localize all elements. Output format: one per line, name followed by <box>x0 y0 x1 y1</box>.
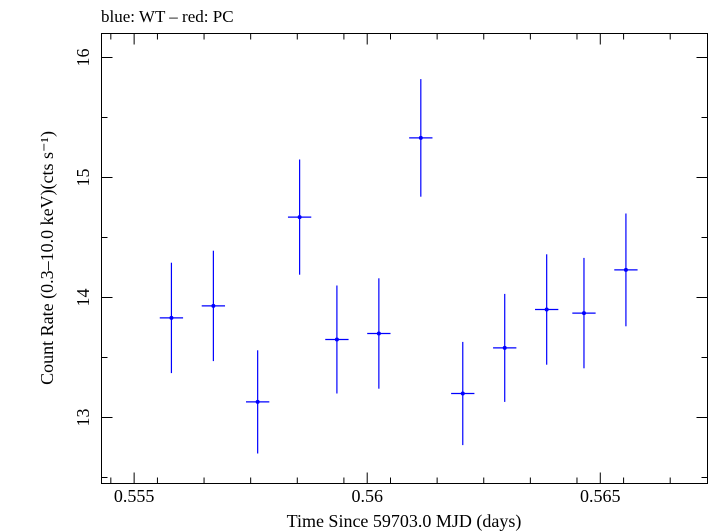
axis-tick-labels: 0.555 0.56 0.565 13 14 15 16 <box>73 49 621 507</box>
plot-frame <box>101 33 708 484</box>
data-point <box>246 350 270 454</box>
data-marker <box>169 315 174 320</box>
data-marker <box>623 267 628 272</box>
data-marker <box>255 399 260 404</box>
data-point <box>201 250 226 362</box>
y-tick-label: 13 <box>73 409 93 427</box>
data-point <box>572 257 596 369</box>
data-point <box>287 159 312 275</box>
data-point <box>367 278 391 389</box>
x-tick-label: 0.555 <box>114 486 155 506</box>
y-tick-label: 14 <box>73 289 93 307</box>
data-marker <box>581 311 586 316</box>
data-point <box>325 285 349 394</box>
data-point <box>614 213 638 327</box>
data-marker <box>376 331 381 336</box>
data-marker <box>297 215 302 220</box>
data-marker <box>418 135 423 140</box>
data-point <box>159 262 184 374</box>
x-tick-label: 0.565 <box>580 486 621 506</box>
data-marker <box>211 303 216 308</box>
data-marker <box>460 391 465 396</box>
data-point <box>493 293 517 402</box>
data-marker <box>334 337 339 342</box>
axis-ticks <box>101 33 708 484</box>
data-point <box>409 79 433 197</box>
y-tick-label: 15 <box>73 169 93 187</box>
y-tick-label: 16 <box>73 49 93 67</box>
y-axis-label: Count Rate (0.3–10.0 keV)(cts s⁻¹) <box>37 131 58 385</box>
chart-title: blue: WT – red: PC <box>101 7 234 26</box>
data-point <box>451 341 475 446</box>
x-axis-label: Time Since 59703.0 MJD (days) <box>287 511 522 532</box>
data-marker <box>502 345 507 350</box>
data-point <box>535 254 559 365</box>
x-tick-label: 0.56 <box>351 486 383 506</box>
data-marker <box>544 307 549 312</box>
data-points <box>159 79 638 454</box>
